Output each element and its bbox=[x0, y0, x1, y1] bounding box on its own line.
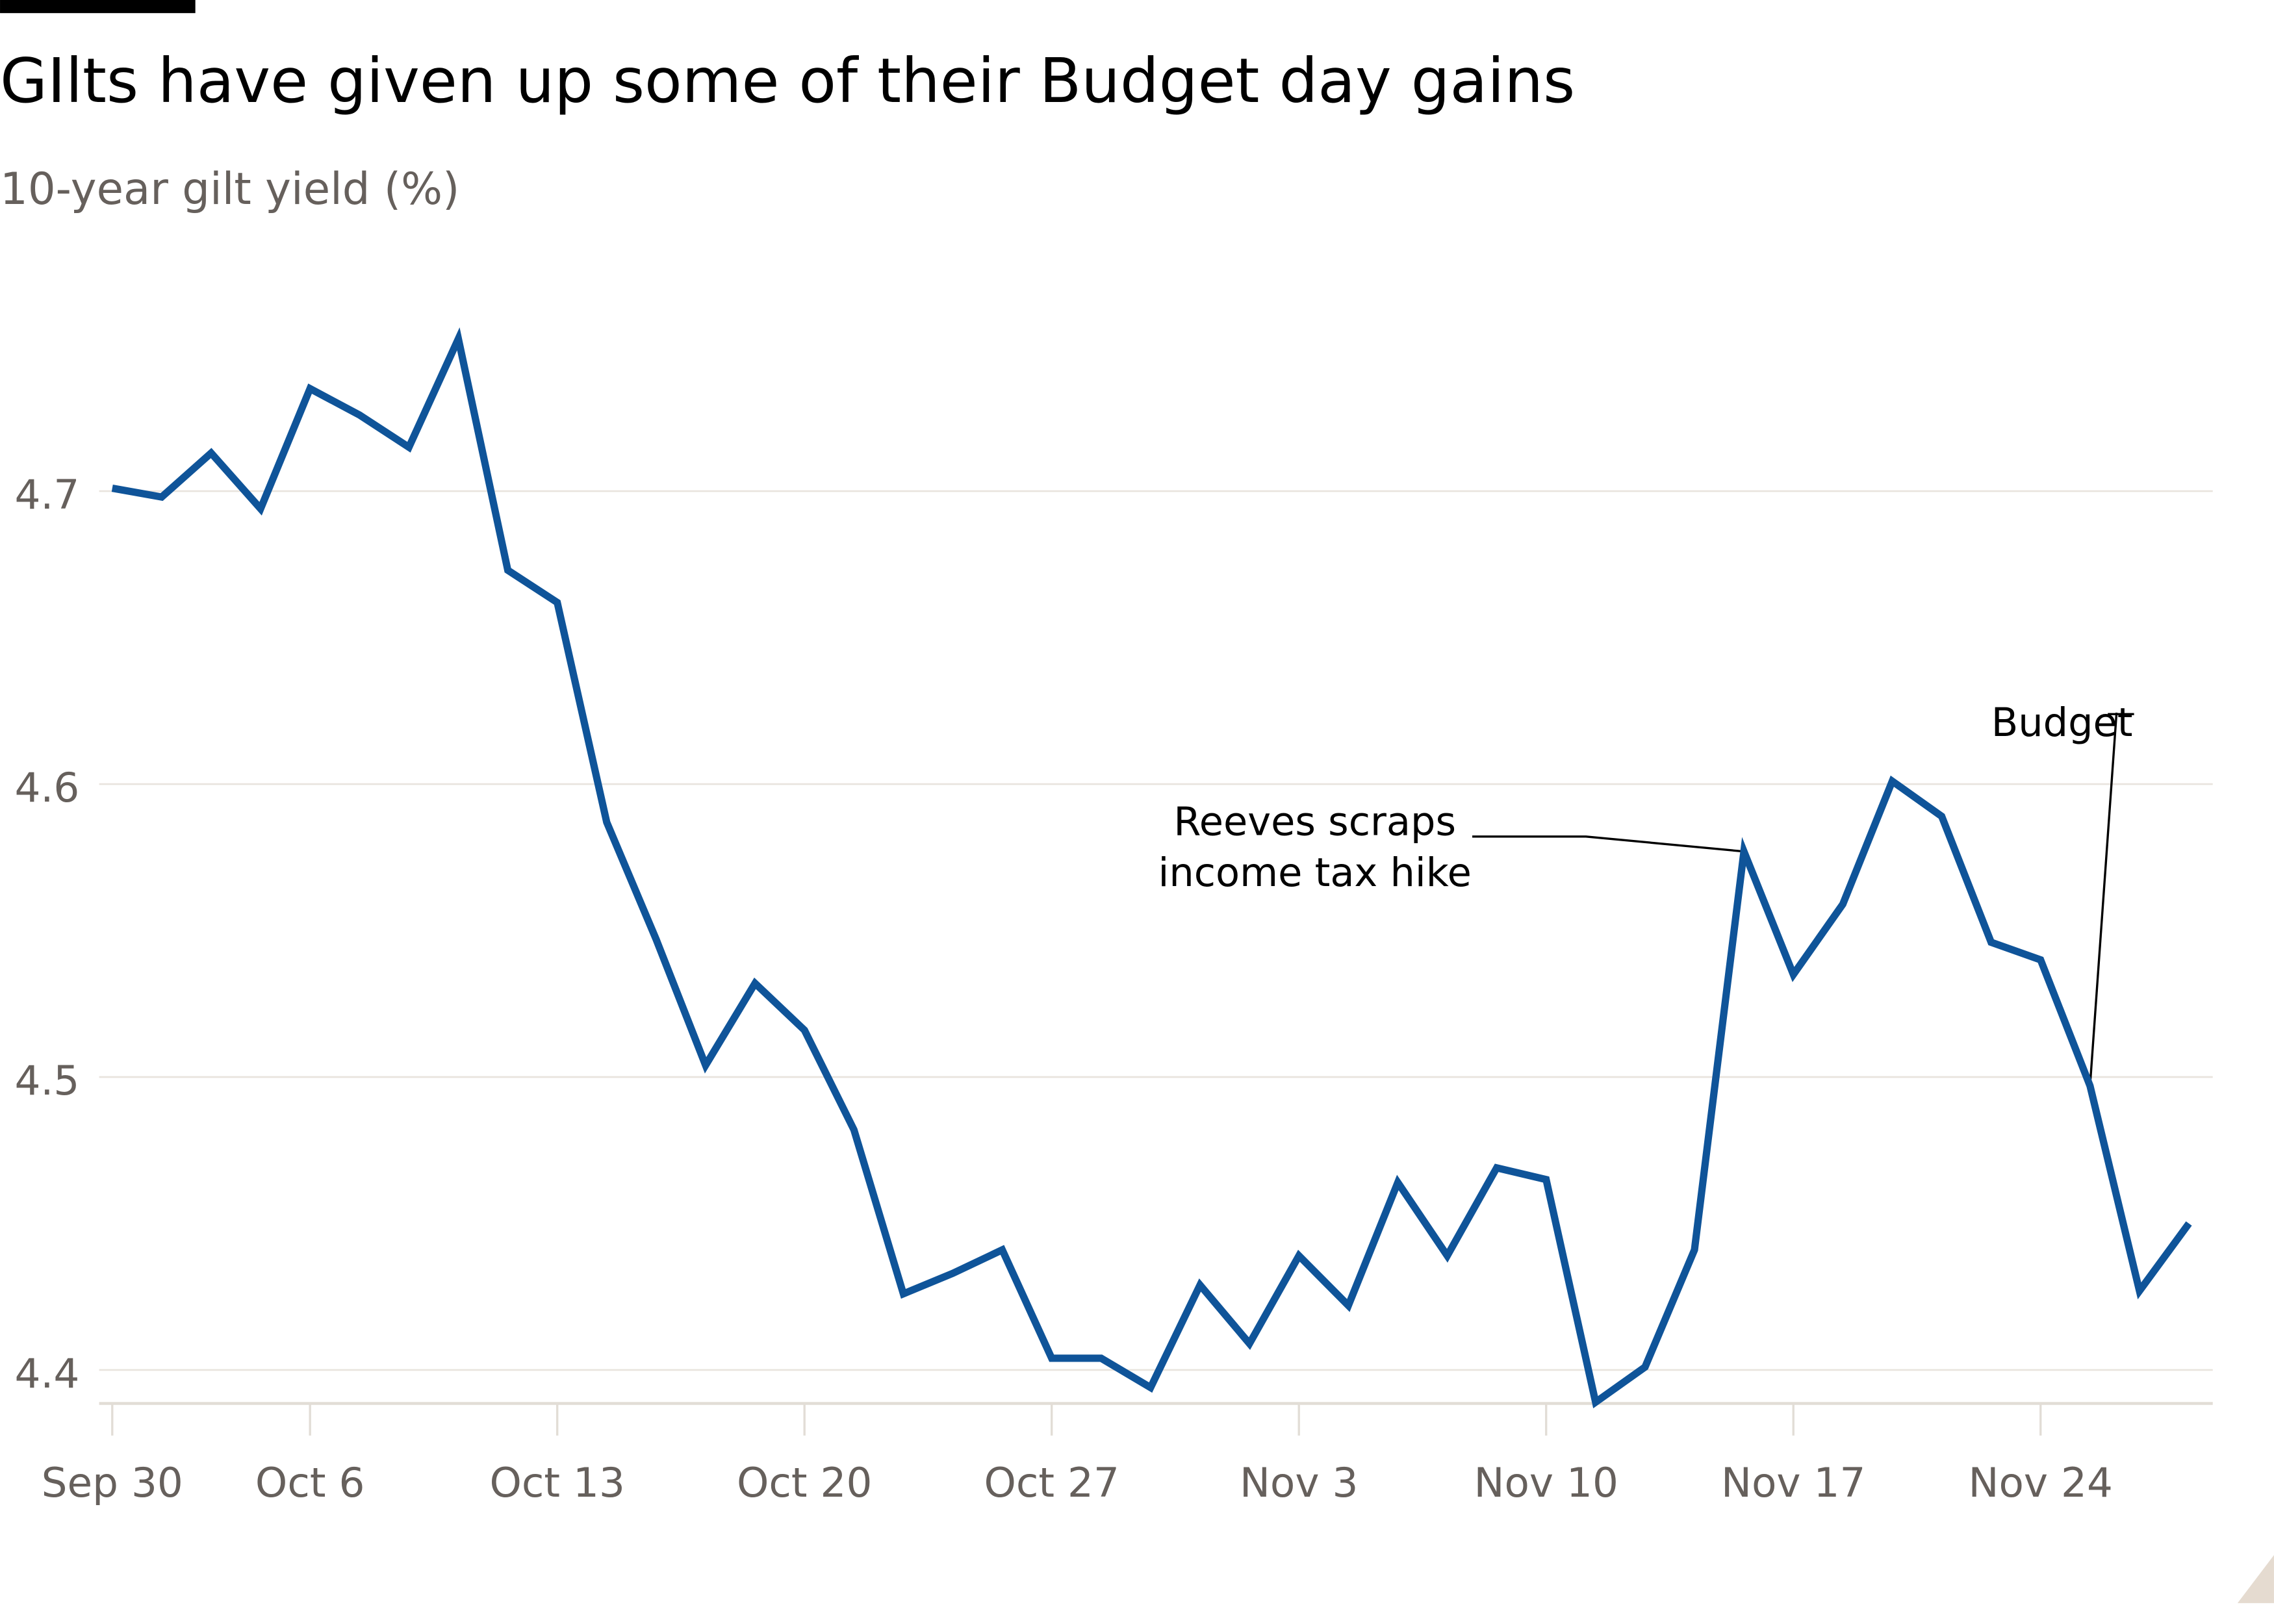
x-tick-label: Nov 24 bbox=[1969, 1459, 2113, 1506]
series-line bbox=[111, 327, 2192, 1409]
gridlines bbox=[99, 490, 2213, 1371]
x-tick-label: Oct 20 bbox=[737, 1459, 872, 1506]
y-axis: 4.4 4.5 4.6 4.7 bbox=[14, 471, 79, 1397]
top-accent-bar bbox=[0, 0, 196, 14]
y-tick-label: 4.5 bbox=[14, 1057, 79, 1104]
chart-subtitle: 10-year gilt yield (%) bbox=[0, 164, 459, 214]
x-tick-label: Nov 10 bbox=[1474, 1459, 1618, 1506]
annotations: Reeves scraps income tax hike Budget bbox=[1158, 700, 2134, 1086]
x-tick-label: Nov 17 bbox=[1721, 1459, 1865, 1506]
chart-title: GIlts have given up some of their Budget… bbox=[0, 46, 1575, 117]
x-tick-label: Oct 13 bbox=[489, 1459, 624, 1506]
annotation-label: Budget bbox=[1991, 700, 2133, 746]
x-tick-label: Oct 6 bbox=[255, 1459, 365, 1506]
annotation-label: income tax hike bbox=[1158, 850, 1472, 896]
annotation-leader-line bbox=[1472, 835, 1744, 853]
annotation-leader-line bbox=[2089, 712, 2118, 1086]
x-tick-label: Nov 3 bbox=[1240, 1459, 1358, 1506]
x-axis: Sep 30 Oct 6 Oct 13 Oct 20 Oct 27 Nov 3 Nov 10… bbox=[42, 1403, 2113, 1506]
series-layer bbox=[111, 327, 2192, 1409]
corner-triangle bbox=[2237, 1554, 2274, 1603]
annotation-label: Reeves scraps bbox=[1173, 800, 1456, 845]
x-tick-label: Oct 27 bbox=[984, 1459, 1119, 1506]
x-tick-label: Sep 30 bbox=[42, 1459, 183, 1506]
y-tick-label: 4.6 bbox=[14, 764, 79, 811]
y-tick-label: 4.4 bbox=[14, 1350, 79, 1397]
y-tick-label: 4.7 bbox=[14, 471, 79, 518]
